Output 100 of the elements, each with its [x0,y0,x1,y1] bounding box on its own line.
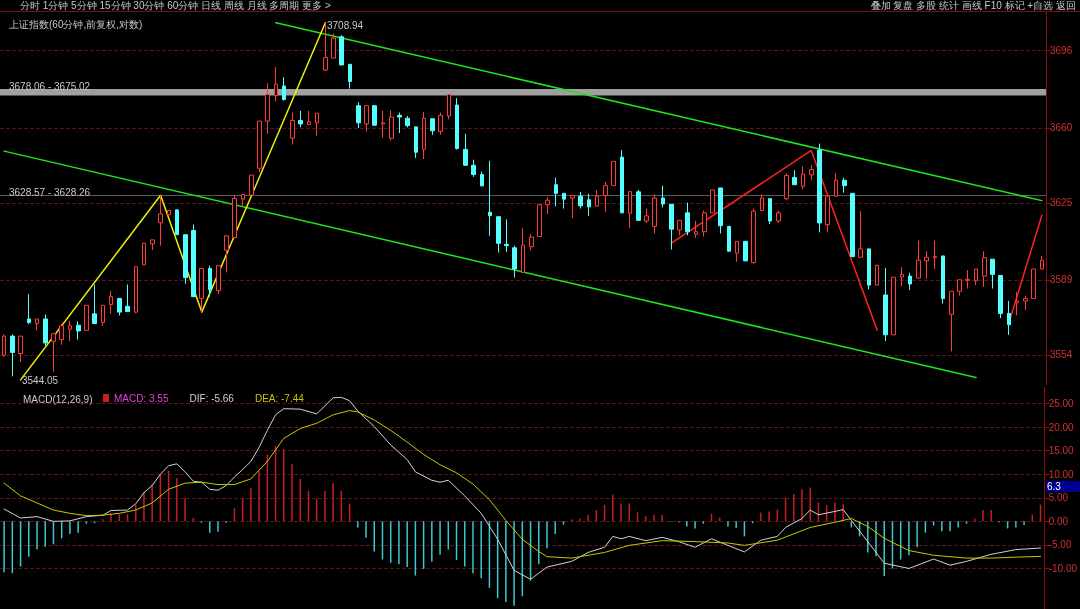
candlestick [908,272,912,291]
candlestick [18,335,23,363]
candlestick [694,220,698,239]
candlestick [727,225,731,252]
candlestick [134,266,138,314]
candlestick [760,193,764,211]
candlestick [867,248,871,290]
candlestick [150,239,155,251]
candlestick [611,160,616,187]
candlestick [933,240,937,270]
candlestick [438,112,443,136]
candlestick [842,177,847,194]
candlestick [883,267,888,342]
y-tick-label: 5.00 [1048,492,1069,504]
candlestick [422,111,426,160]
candlestick [274,66,278,102]
text: 分时 1分钟 5分钟 15分钟 30分钟 60分钟 日线 周线 月线 多周期 更多 > [20,0,331,11]
candlestick [776,210,781,224]
candlestick [998,274,1003,319]
candlestick [817,143,822,233]
candlestick [1015,291,1019,316]
candlestick [496,216,501,254]
y-tick-label: 20.00 [1048,421,1075,433]
candlestick [636,189,641,222]
candlestick [27,293,31,325]
candlestick [875,264,879,286]
candlestick [685,202,690,236]
y-tick-label: -10.00 [1048,562,1078,574]
band-label: 3628.57 - 3628.26 [9,186,91,198]
candlestick [941,255,945,305]
text: DIF: -5.66 [189,392,235,404]
candlestick [43,313,48,347]
candlestick [2,333,6,358]
candlestick [455,97,459,150]
candlestick [430,118,435,136]
candlestick [603,181,608,213]
candlestick [158,194,163,247]
candlestick [414,126,418,159]
line-series [3,396,1042,580]
candlestick [900,266,904,287]
y-tick-label: 15.00 [1048,445,1075,457]
legend-label: MACD: 3.55 [114,392,169,404]
candlestick [282,76,286,102]
candlestick [298,110,303,128]
candlestick [718,187,723,234]
candlestick [974,268,978,286]
candlestick [669,203,674,251]
candlestick [982,250,987,288]
candlestick [372,105,377,126]
candlestick [652,193,657,234]
candlestick [743,240,748,262]
text: 叠加 复盘 多股 统计 画线 F10 标记 +自选 返回 [870,0,1076,11]
candlestick [990,258,995,290]
candlestick [241,193,245,208]
candlestick [644,208,649,224]
candlestick [249,174,254,196]
candlestick [397,112,402,134]
candlestick [447,94,451,120]
candlestick [109,290,113,315]
candlestick [1031,268,1036,300]
candlestick [702,210,707,237]
candlestick [339,34,344,66]
candlestick [768,198,772,225]
y-tick-label: 3554 [1050,349,1073,361]
text: 上证指数(60分钟,前复权,对数) [9,18,143,30]
line-series [3,410,1042,559]
candlestick [463,133,468,167]
candlestick [216,265,221,295]
candlestick [784,172,789,201]
text: 6.3 [1046,481,1080,492]
candlestick [570,195,575,219]
candlestick [381,110,385,139]
candlestick [924,250,929,280]
candlestick [191,223,196,298]
candlestick [545,196,550,215]
candlestick [809,164,814,181]
candlestick [175,209,179,236]
candlestick [1023,295,1028,311]
candlestick [858,210,863,258]
candlestick [348,63,352,90]
band-label: 3678.06 - 3675.02 [9,80,91,92]
candlestick [965,269,970,290]
candlestick [578,191,583,210]
candlestick [68,320,72,342]
candlestick [537,203,542,237]
candlestick [957,279,962,297]
y-tick-label: 0.00 [1048,515,1069,527]
candlestick [825,195,830,233]
candlestick [735,240,739,263]
candlestick [183,234,188,285]
candlestick [1007,300,1011,336]
candlestick [125,283,130,313]
candlestick [480,171,484,187]
candlestick [1040,255,1044,270]
candlestick [117,297,122,317]
candlestick [307,110,311,126]
candlestick [620,149,624,214]
text: MACD(12,26,9) [23,393,93,405]
candlestick [792,169,797,186]
candlestick [949,290,954,352]
